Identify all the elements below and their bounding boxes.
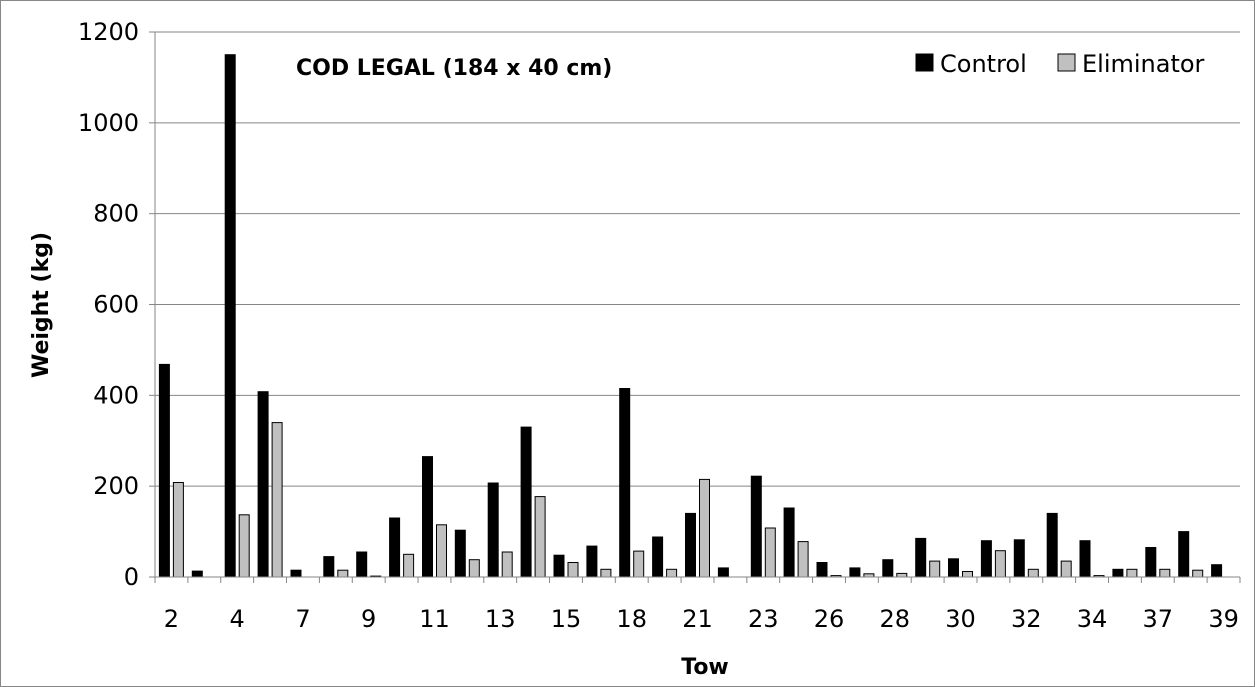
bar-control-6	[257, 391, 269, 578]
bar-control-9	[356, 551, 368, 578]
x-tick-label: 28	[880, 605, 911, 633]
bar-control-2	[158, 363, 170, 578]
bar-control-27	[849, 567, 861, 578]
bar-control-20	[652, 536, 664, 578]
x-tick-label: 39	[1208, 605, 1239, 633]
bar-control-39	[1211, 564, 1223, 578]
bar-eliminator-17	[600, 568, 612, 578]
x-tick-label: 34	[1077, 605, 1108, 633]
bar-control-14	[520, 426, 532, 578]
bar-eliminator-13	[501, 551, 513, 578]
axes	[154, 32, 1241, 583]
chart-title: COD LEGAL (184 x 40 cm)	[296, 56, 612, 81]
bar-eliminator-28	[896, 572, 908, 578]
bar-control-7	[290, 569, 302, 578]
x-tick-label: 26	[814, 605, 845, 633]
bar-control-17	[586, 545, 598, 578]
bar-control-3	[191, 570, 203, 578]
y-tick-label: 800	[93, 200, 139, 228]
x-tick-label: 23	[748, 605, 779, 633]
bar-eliminator-15	[567, 562, 579, 578]
bar-eliminator-23	[764, 527, 776, 578]
bar-eliminator-37	[1159, 568, 1171, 578]
x-tick-label: 2	[164, 605, 179, 633]
bar-eliminator-29	[929, 560, 941, 578]
bar-eliminator-38	[1192, 569, 1204, 578]
bar-eliminator-32	[1027, 568, 1039, 578]
bar-control-15	[553, 554, 565, 578]
y-tick-label: 200	[93, 472, 139, 500]
bar-eliminator-30	[962, 571, 973, 578]
legend-label-control: Control	[940, 50, 1027, 78]
bar-control-29	[915, 537, 927, 578]
x-tick-label: 32	[1011, 605, 1042, 633]
legend-swatch-eliminator	[1057, 53, 1076, 72]
bar-eliminator-20	[666, 568, 678, 578]
x-tick-label: 18	[616, 605, 647, 633]
legend-label-eliminator: Eliminator	[1082, 50, 1205, 78]
bar-eliminator-18	[633, 550, 645, 578]
bar-control-13	[487, 482, 499, 578]
y-tick-label: 400	[93, 381, 139, 409]
bar-eliminator-8	[337, 569, 349, 578]
gridlines	[149, 31, 1240, 578]
bar-eliminator-12	[468, 559, 480, 578]
bar-control-25	[783, 507, 795, 578]
bar-control-33	[1046, 512, 1058, 578]
bar-eliminator-10	[403, 553, 415, 578]
bar-control-35	[1112, 568, 1124, 578]
y-tick-label: 1200	[78, 18, 139, 46]
legend: Control Eliminator	[915, 50, 1205, 78]
y-tick-label: 0	[124, 563, 139, 591]
legend-swatch-control	[915, 53, 934, 72]
x-tick-label: 4	[230, 605, 245, 633]
bar-eliminator-35	[1126, 568, 1138, 578]
bar-control-30	[948, 558, 959, 578]
bar-eliminator-25	[797, 541, 809, 578]
y-axis-title: Weight (kg)	[29, 232, 54, 378]
bar-control-8	[323, 556, 335, 578]
bar-control-32	[1013, 539, 1025, 578]
x-axis-title: Tow	[681, 655, 729, 680]
bar-eliminator-31	[994, 550, 1006, 578]
bar-eliminator-11	[436, 524, 447, 578]
bar-control-22	[717, 567, 729, 578]
bar-control-31	[980, 540, 992, 578]
x-tick-label: 11	[419, 605, 450, 633]
bar-control-38	[1178, 531, 1190, 578]
bar-eliminator-14	[534, 496, 546, 578]
bar-control-28	[882, 559, 894, 578]
bar-control-18	[619, 388, 631, 578]
bar-control-4	[224, 54, 236, 578]
x-tick-label: 7	[295, 605, 310, 633]
bar-control-21	[685, 512, 696, 578]
y-tick-label: 1000	[78, 109, 139, 137]
bar-control-26	[816, 562, 828, 578]
bar-eliminator-4	[238, 514, 250, 578]
bar-control-34	[1079, 540, 1091, 578]
x-tick-label: 13	[485, 605, 516, 633]
bar-eliminator-33	[1060, 560, 1072, 578]
x-tick-label: 30	[945, 605, 976, 633]
x-tick-label: 37	[1143, 605, 1174, 633]
bar-eliminator-21	[699, 478, 710, 578]
bar-control-10	[389, 517, 401, 578]
bar-control-23	[750, 475, 762, 578]
x-tick-label: 21	[682, 605, 713, 633]
tick-labels: 0 200 400 600 800 1000 1200 2 4 7 9 11 13 15 18 21 23 26 2…	[78, 18, 1239, 633]
bar-control-12	[454, 529, 466, 578]
bar-control-37	[1145, 547, 1157, 578]
x-tick-label: 15	[551, 605, 582, 633]
x-tick-label: 9	[361, 605, 376, 633]
bar-eliminator-6	[271, 422, 283, 578]
y-tick-label: 600	[93, 291, 139, 319]
bar-control-11	[422, 456, 433, 578]
bar-eliminator-2	[172, 482, 184, 578]
